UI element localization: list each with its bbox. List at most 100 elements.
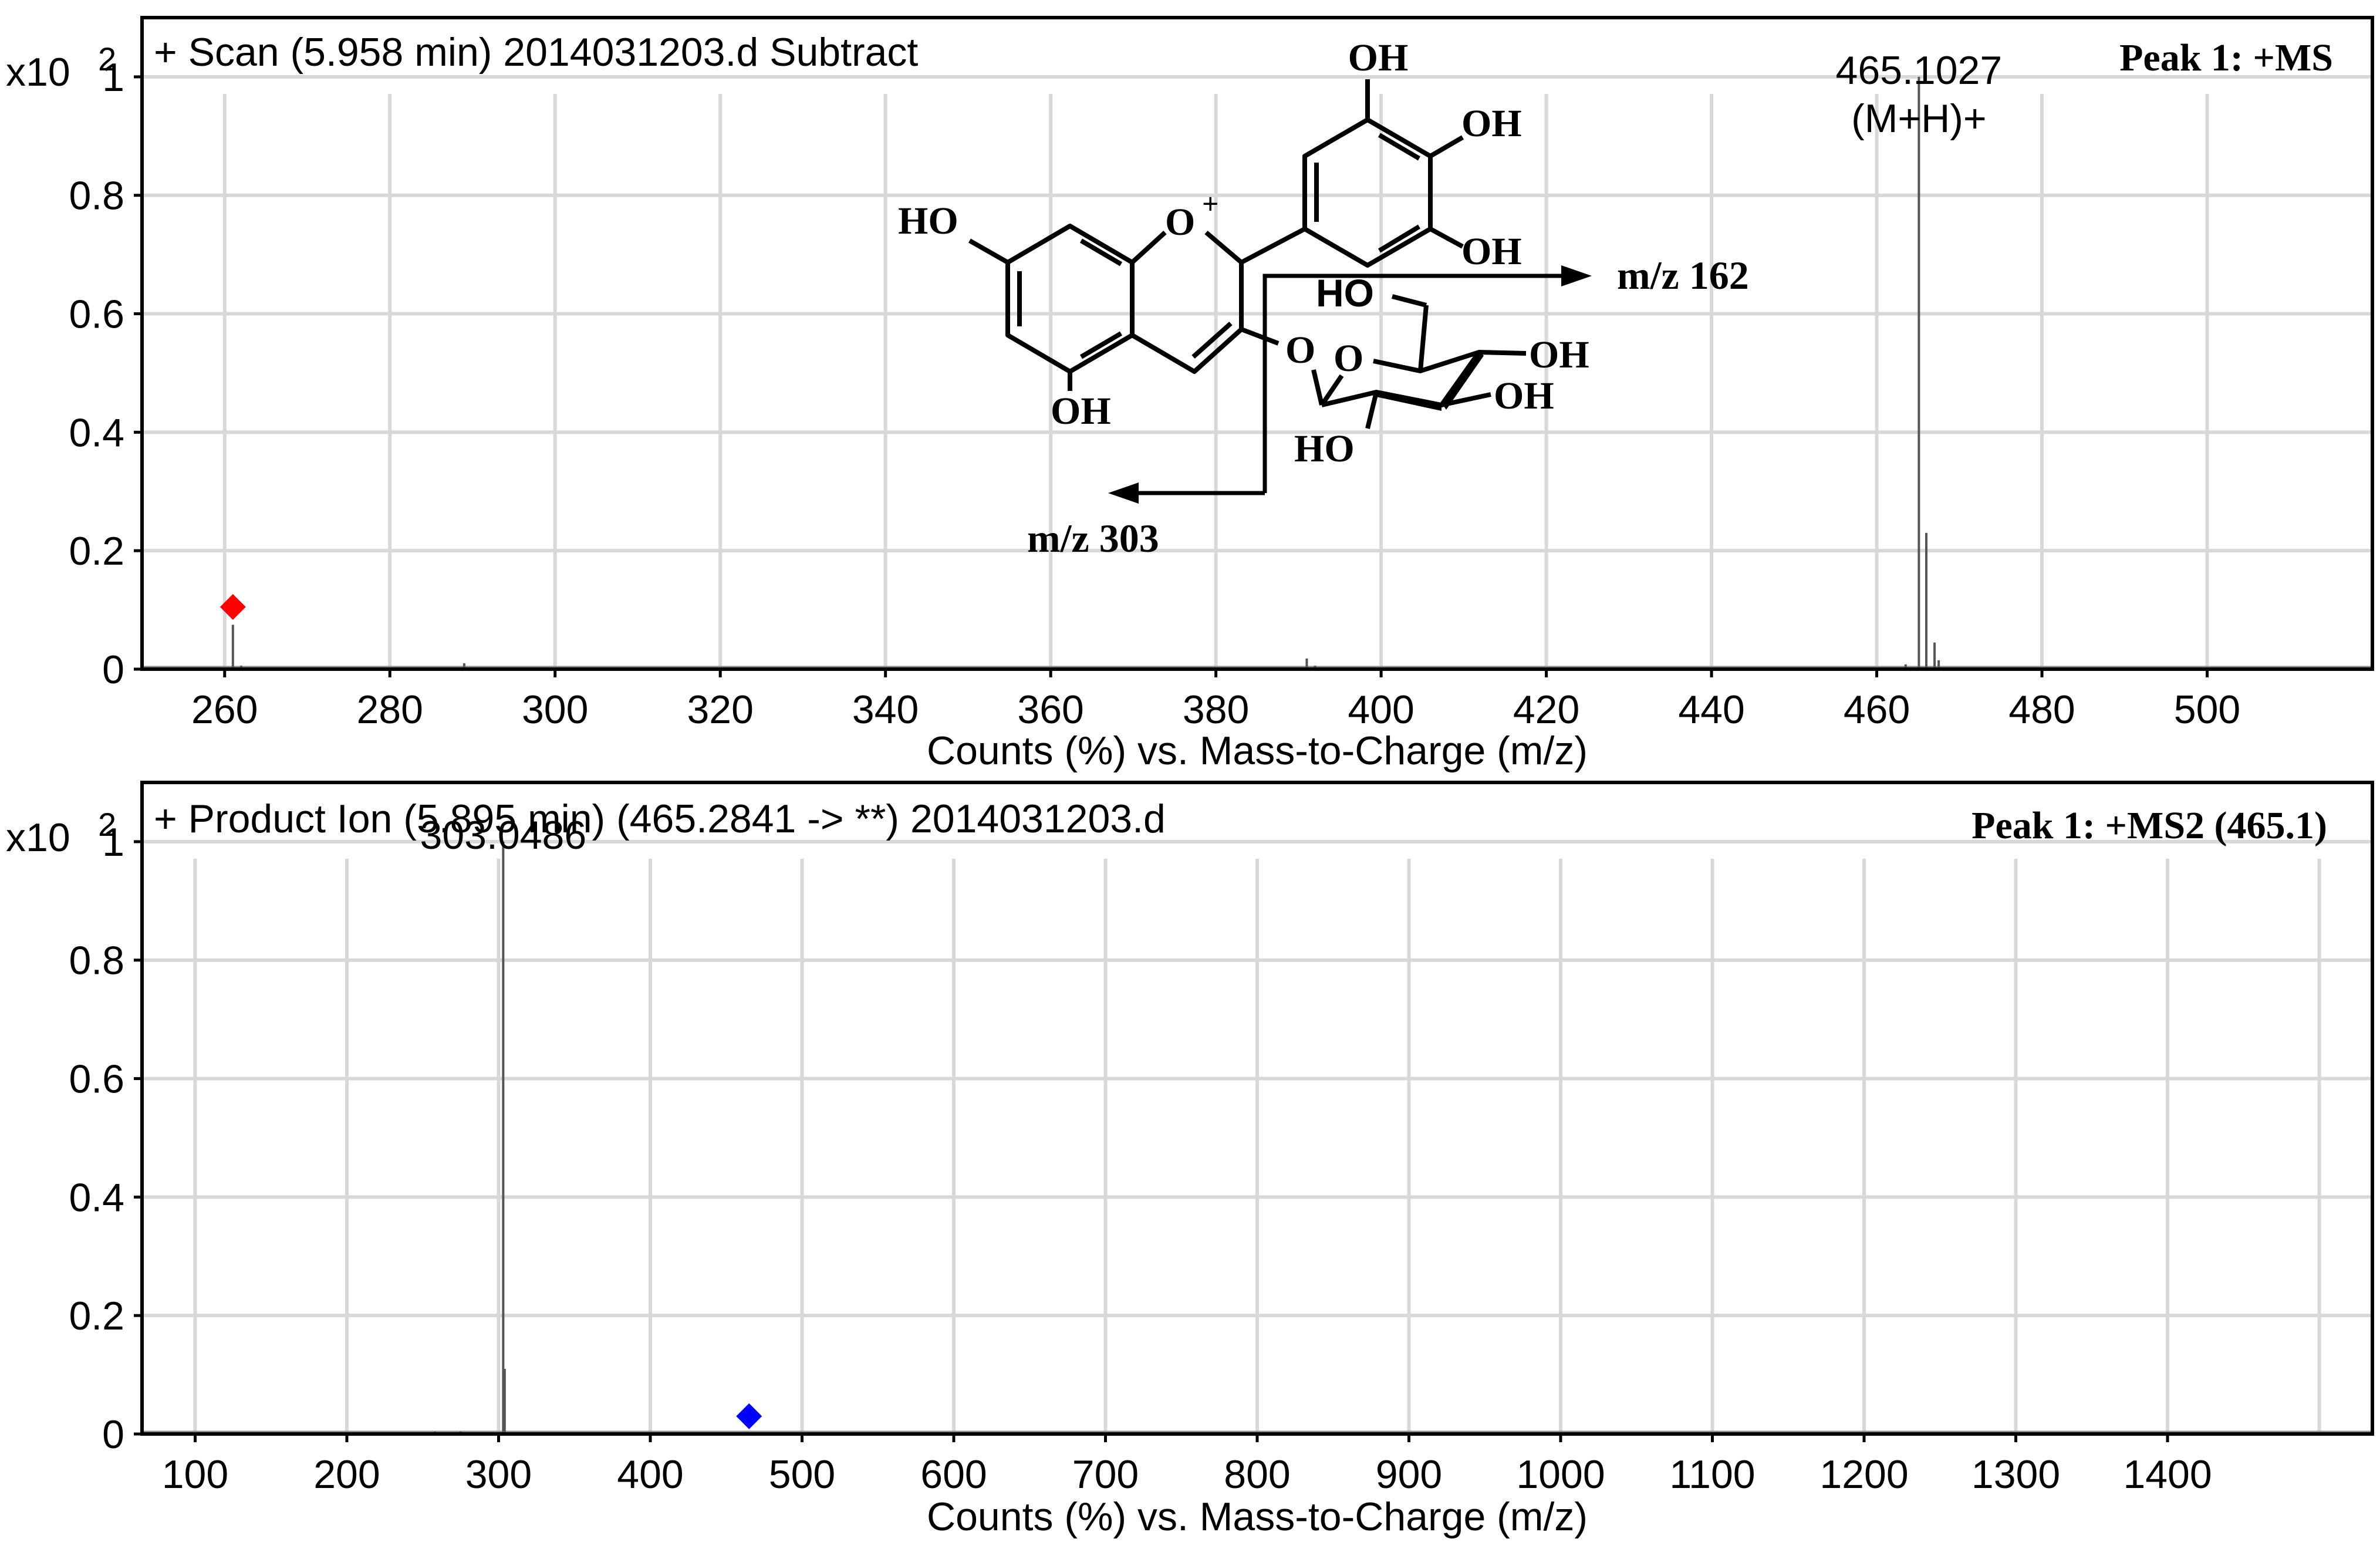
ms-scan-x-tick-label: 500	[2174, 687, 2240, 732]
ms-scan-grid	[142, 75, 2372, 669]
label-oh-top: OH	[1348, 36, 1409, 79]
ms-scan-multiplier: x10	[6, 50, 70, 95]
a-ring	[1005, 224, 1135, 374]
ms2-x-tick-label: 1200	[1819, 1452, 1908, 1497]
ms-scan-x-tick-label: 300	[522, 687, 588, 732]
ms-scan-x-tick-label: 340	[852, 687, 919, 732]
ms-scan-y-ticks: 0 0.2 0.4 0.6 0.8 1	[69, 55, 142, 692]
label-oh-right1: OH	[1461, 102, 1522, 145]
ms-scan-panel: 0 0.2 0.4 0.6 0.8 1 260 280 300 320 340 360 380 400 4…	[6, 16, 2374, 773]
c-ring-double-bond	[1191, 322, 1233, 359]
b-ring-double-bond-3	[1378, 224, 1421, 253]
ms-scan-precursor-marker	[220, 594, 246, 620]
ms2-x-axis-label: Counts (%) vs. Mass-to-Charge (m/z)	[927, 1494, 1588, 1539]
ms-scan-peak-annotation-ion: (M+H)+	[1851, 96, 1986, 141]
bond-c-to-b-ring	[1240, 227, 1306, 265]
label-oxonium-plus: +	[1202, 187, 1219, 220]
sugar-ch2oh-bond	[1391, 294, 1427, 308]
ms-scan-x-tick-label: 280	[356, 687, 423, 732]
label-oxonium-o: O	[1165, 201, 1195, 244]
ms-scan-x-tick-label: 420	[1513, 687, 1579, 732]
label-oh-bottom: OH	[1051, 390, 1111, 433]
fragment-303-arrowhead	[1108, 482, 1139, 504]
ms2-x-tick-label: 100	[162, 1452, 228, 1497]
label-sugar-oh-right2: OH	[1494, 374, 1554, 417]
ms-scan-peaks	[142, 76, 2372, 669]
ms2-y-tick-label: 1	[102, 820, 124, 865]
ms2-x-tick-label: 1000	[1516, 1452, 1605, 1497]
ms2-y-tick-label: 0	[102, 1412, 124, 1457]
fragment-162-label: m/z 162	[1617, 253, 1749, 298]
sugar-ch2-bond	[1418, 305, 1429, 372]
fragment-162-arrow-line	[1262, 274, 1561, 493]
ms-scan-y-tick-label: 0.6	[69, 292, 124, 337]
ms-scan-x-tick-label: 400	[1348, 687, 1414, 732]
label-ho-left: HO	[898, 200, 958, 242]
ms-scan-x-tick-label: 440	[1678, 687, 1744, 732]
ms-scan-y-tick-label: 0	[102, 647, 124, 692]
ms-scan-title: + Scan (5.958 min) 2014031203.d Subtract	[154, 30, 918, 75]
bond-to-oh-right1	[1429, 135, 1464, 158]
ms2-precursor-marker	[736, 1403, 762, 1429]
ms2-x-tick-label: 1300	[1971, 1452, 2060, 1497]
ms2-peak-label: Peak 1: +MS2 (465.1)	[1971, 804, 2327, 847]
ms-scan-multiplier-exponent: 2	[98, 41, 116, 77]
label-glycosidic-o: O	[1285, 329, 1315, 372]
ms-scan-x-tick-label: 380	[1183, 687, 1249, 732]
ms2-x-tick-label: 600	[920, 1452, 987, 1497]
ms2-title: + Product Ion (5.895 min) (465.2841 -> *…	[154, 797, 1166, 841]
ms-scan-peak-label: Peak 1: +MS	[2119, 36, 2333, 79]
sugar-bond-oh-right2	[1441, 392, 1491, 407]
ms-scan-x-ticks: 260 280 300 320 340 360 380 400 420 440 460 480 500	[191, 669, 2240, 732]
ms-scan-x-tick-label: 360	[1017, 687, 1083, 732]
ms2-peaks	[142, 841, 2372, 1434]
sugar-wedge-2	[1441, 351, 1484, 410]
ms2-x-tick-label: 1100	[1669, 1452, 1755, 1497]
ms2-x-tick-label: 1400	[2123, 1452, 2212, 1497]
ms-scan-y-tick-label: 0.2	[69, 529, 124, 573]
label-oh-right2: OH	[1461, 230, 1522, 273]
ms2-x-tick-label: 700	[1072, 1452, 1139, 1497]
c-ring-bonds	[1130, 230, 1244, 374]
ms2-y-tick-label: 0.8	[69, 939, 124, 983]
b-ring	[1302, 117, 1433, 268]
ms2-x-tick-label: 400	[617, 1452, 683, 1497]
ms2-x-tick-label: 900	[1376, 1452, 1442, 1497]
ms-scan-x-tick-label: 320	[687, 687, 753, 732]
ms-scan-y-tick-label: 0.4	[69, 410, 124, 455]
ms2-y-tick-label: 0.2	[69, 1294, 124, 1338]
ms-scan-x-tick-label: 260	[191, 687, 258, 732]
bond-to-glycosidic-o	[1240, 327, 1280, 346]
a-ring-double-bond-3	[1079, 331, 1123, 359]
sugar-bond-oh-right1	[1478, 350, 1527, 356]
ms-scan-x-axis-label: Counts (%) vs. Mass-to-Charge (m/z)	[927, 728, 1588, 773]
b-ring-double-bond-2	[1378, 133, 1421, 161]
ms2-y-ticks: 0 0.2 0.4 0.6 0.8 1	[69, 820, 142, 1457]
a-ring-double-bond-2	[1079, 238, 1123, 266]
label-sugar-ho-top: HO	[1316, 271, 1374, 315]
fragment-162-arrowhead	[1561, 265, 1592, 286]
sugar-bond-ho-bottom	[1365, 392, 1379, 429]
ms-scan-peak-annotation-mz: 465.1027	[1836, 48, 2003, 93]
ms2-x-tick-label: 500	[769, 1452, 835, 1497]
ms-scan-x-tick-label: 460	[1844, 687, 1910, 732]
ms2-x-tick-label: 200	[313, 1452, 380, 1497]
bond-to-ho-left	[968, 238, 1009, 265]
ms2-multiplier: x10	[6, 815, 70, 860]
ms-scan-plot-frame	[140, 16, 2374, 671]
ms2-x-tick-label: 800	[1224, 1452, 1290, 1497]
ms2-x-ticks: 100 200 300 400 500 600 700 800 900 1000 1100 1200 1…	[162, 1434, 2212, 1497]
sugar-bond-1	[1319, 374, 1344, 407]
bond-to-oh-right2	[1429, 227, 1464, 249]
ms-scan-y-tick-label: 0.8	[69, 174, 124, 218]
ms2-x-tick-label: 300	[465, 1452, 532, 1497]
label-sugar-ho-bottom: HO	[1294, 427, 1355, 470]
ms-scan-x-tick-label: 480	[2008, 687, 2075, 732]
ms2-multiplier-exponent: 2	[98, 806, 116, 843]
bond-o-to-sugar	[1311, 369, 1324, 406]
ms2-y-tick-label: 0.4	[69, 1175, 124, 1220]
cyanidin-glycoside-structure: OH OH OH HO O + OH O O HO OH OH HO m/z 1…	[898, 36, 1749, 561]
ms2-product-ion-panel: 0 0.2 0.4 0.6 0.8 1 100 200 300 400 500 600 700 800 9…	[6, 781, 2374, 1539]
fragment-303-label: m/z 303	[1027, 516, 1159, 561]
